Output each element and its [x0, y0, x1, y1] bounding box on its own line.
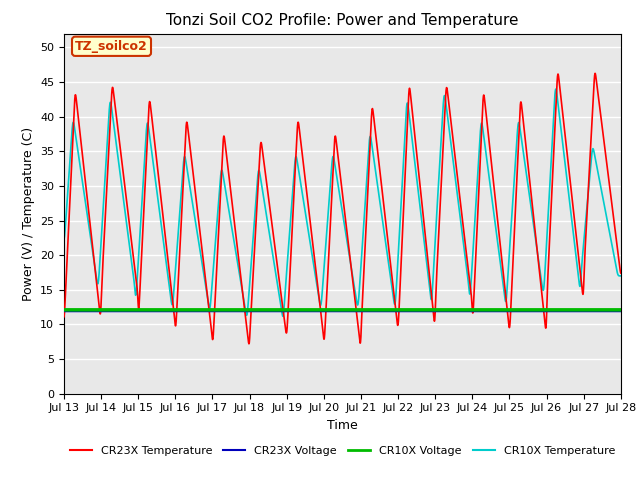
Text: TZ_soilco2: TZ_soilco2 [75, 40, 148, 53]
Title: Tonzi Soil CO2 Profile: Power and Temperature: Tonzi Soil CO2 Profile: Power and Temper… [166, 13, 518, 28]
X-axis label: Time: Time [327, 419, 358, 432]
Y-axis label: Power (V) / Temperature (C): Power (V) / Temperature (C) [22, 127, 35, 300]
Legend: CR23X Temperature, CR23X Voltage, CR10X Voltage, CR10X Temperature: CR23X Temperature, CR23X Voltage, CR10X … [65, 441, 620, 460]
